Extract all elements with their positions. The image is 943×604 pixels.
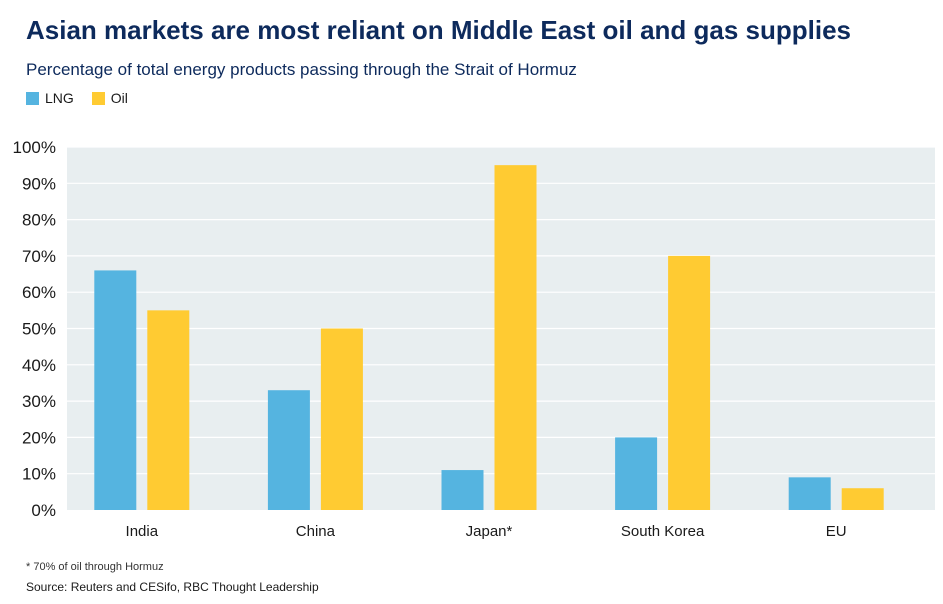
- y-tick-label: 80%: [22, 211, 56, 230]
- x-tick-label: Japan*: [466, 523, 513, 540]
- x-tick-label: South Korea: [621, 523, 705, 540]
- source-note: Source: Reuters and CESifo, RBC Thought …: [26, 580, 319, 594]
- y-tick-label: 10%: [22, 465, 56, 484]
- y-tick-label: 60%: [22, 283, 56, 302]
- x-tick-label: India: [126, 523, 159, 540]
- legend: LNG Oil: [26, 90, 146, 106]
- y-tick-label: 50%: [22, 320, 56, 339]
- bar-lng: [441, 470, 484, 510]
- chart-title: Asian markets are most reliant on Middle…: [26, 15, 852, 45]
- legend-label-lng: LNG: [45, 90, 74, 106]
- y-tick-label: 40%: [22, 356, 56, 375]
- footnote: * 70% of oil through Hormuz: [26, 561, 164, 573]
- chart-subtitle: Percentage of total energy products pass…: [26, 60, 577, 79]
- y-tick-label: 20%: [22, 428, 56, 447]
- bar-oil: [147, 310, 190, 510]
- legend-item-lng: LNG: [26, 90, 74, 106]
- bar-oil: [668, 255, 711, 510]
- bar-oil: [841, 488, 884, 510]
- y-tick-label: 100%: [13, 138, 56, 157]
- y-tick-label: 70%: [22, 247, 56, 266]
- bar-lng: [615, 437, 658, 510]
- bar-lng: [94, 270, 137, 510]
- x-tick-label: China: [296, 523, 336, 540]
- y-tick-label: 30%: [22, 392, 56, 411]
- bar-oil: [494, 165, 537, 510]
- y-tick-label: 0%: [31, 501, 56, 520]
- x-tick-label: EU: [826, 523, 847, 540]
- bar-lng: [267, 390, 310, 510]
- bar-lng: [788, 477, 831, 510]
- bar-chart: 0% 10% 20% 30% 40% 50% 60% 70% 80% 90% 100% India Ch…: [13, 138, 935, 540]
- legend-item-oil: Oil: [91, 90, 128, 106]
- y-tick-label: 90%: [22, 174, 56, 193]
- legend-label-oil: Oil: [110, 90, 128, 106]
- legend-swatch-oil: [91, 91, 105, 105]
- bar-oil: [320, 328, 363, 510]
- legend-swatch-lng: [26, 91, 39, 105]
